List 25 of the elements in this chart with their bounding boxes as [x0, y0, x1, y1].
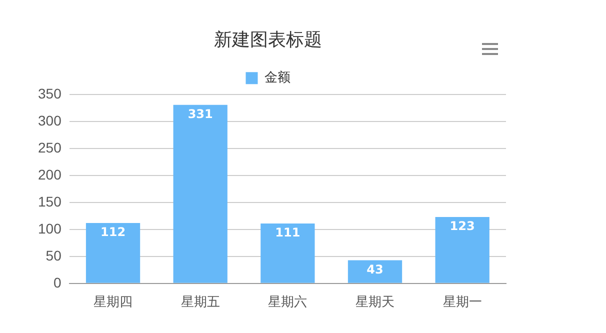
x-tick-label: 星期一: [442, 294, 482, 309]
data-label: 112: [100, 225, 126, 240]
y-tick-label: 50: [46, 247, 62, 264]
y-tick-label: 200: [38, 166, 62, 182]
x-tick-label: 星期四: [94, 294, 133, 309]
legend-label: 金额: [264, 70, 290, 85]
x-tick-label: 星期五: [180, 294, 220, 309]
bar: [435, 217, 490, 283]
y-tick-label: 100: [38, 220, 62, 236]
y-tick-label: 350: [38, 85, 62, 102]
chart-title: 新建图表标题: [214, 29, 322, 50]
bar: [260, 224, 315, 283]
y-tick-label: 250: [38, 139, 62, 156]
data-label: 111: [275, 226, 300, 240]
y-tick-label: 300: [38, 112, 62, 128]
y-tick-label: 150: [38, 193, 62, 210]
data-label: 331: [188, 106, 213, 121]
x-tick-label: 星期六: [268, 294, 308, 309]
x-tick-label: 星期天: [356, 294, 395, 309]
data-label: 43: [366, 262, 384, 276]
data-label: 123: [450, 219, 475, 234]
bar: [173, 104, 228, 283]
bar: [348, 260, 402, 283]
bar: [86, 222, 140, 283]
y-tick-label: 0: [54, 274, 62, 290]
